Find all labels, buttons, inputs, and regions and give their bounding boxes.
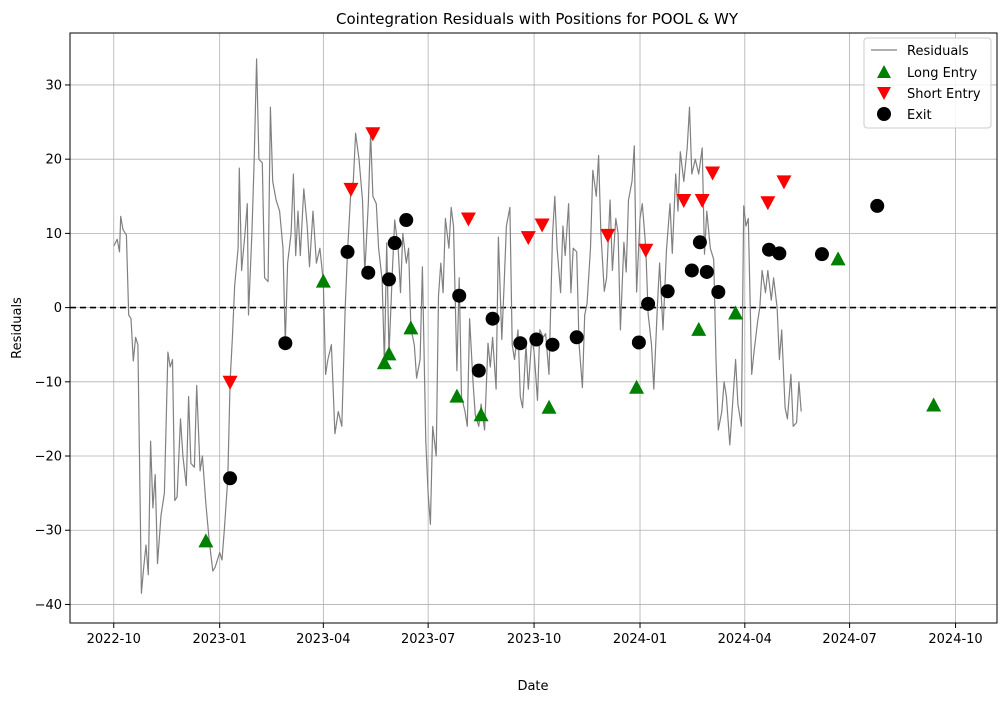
legend-short-entry-swatch xyxy=(877,87,891,100)
short-entry-marker xyxy=(520,231,536,246)
short-entry-marker xyxy=(705,166,721,181)
long-entry-marker xyxy=(449,388,465,403)
y-tick-label: −40 xyxy=(35,598,62,613)
long-entry-marker xyxy=(830,251,846,266)
exit-marker xyxy=(513,336,528,351)
exit-marker xyxy=(684,263,699,278)
plot-area xyxy=(70,58,997,594)
exit-marker xyxy=(631,335,646,350)
exit-marker xyxy=(699,264,714,279)
x-tick-label: 2023-04 xyxy=(296,632,350,647)
long-entry-marker xyxy=(691,321,707,336)
exit-marker xyxy=(870,198,885,213)
x-tick-label: 2024-01 xyxy=(613,632,667,647)
exit-marker xyxy=(452,288,467,303)
exit-marker xyxy=(278,336,293,351)
y-tick-label: 20 xyxy=(45,153,62,168)
long-entry-marker xyxy=(315,273,331,288)
y-tick-label: −30 xyxy=(35,524,62,539)
exit-marker xyxy=(711,285,726,300)
long-entry-marker xyxy=(403,320,419,335)
long-entry-marker xyxy=(629,379,645,394)
long-entry-marker xyxy=(541,399,557,414)
exit-marker xyxy=(641,296,656,311)
y-tick-label: 0 xyxy=(54,301,62,316)
short-entry-marker xyxy=(534,218,550,233)
legend-box xyxy=(863,37,992,129)
exit-marker xyxy=(223,471,238,486)
exit-marker xyxy=(692,235,707,250)
chart-title: Cointegration Residuals with Positions f… xyxy=(336,10,739,28)
long-entry-marker xyxy=(198,533,214,548)
y-tick-label: −10 xyxy=(35,375,62,390)
short-entry-marker xyxy=(222,375,238,390)
long-entry-marker xyxy=(473,407,489,422)
short-entry-marker xyxy=(760,196,776,211)
y-tick-label: 10 xyxy=(45,227,62,242)
y-axis-ticks: −40 −30 −20 −10 0 10 20 30 xyxy=(35,78,70,613)
x-tick-label: 2023-01 xyxy=(193,632,247,647)
exit-marker xyxy=(485,311,500,326)
exit-marker xyxy=(361,265,376,280)
exit-marker xyxy=(381,272,396,287)
x-tick-label: 2024-04 xyxy=(718,632,772,647)
legend-exit-swatch xyxy=(877,107,891,121)
x-axis-ticks: 2022-10 2023-01 2023-04 2023-07 2023-10 2024-… xyxy=(87,623,983,647)
x-tick-label: 2024-07 xyxy=(822,632,876,647)
exit-marker xyxy=(529,332,544,347)
short-entry-marker xyxy=(460,212,476,227)
exit-marker xyxy=(660,284,675,299)
long-entry-marker xyxy=(381,346,397,361)
legend-short-entry-label: Short Entry xyxy=(907,87,981,102)
exit-marker xyxy=(772,246,787,261)
short-entry-marker xyxy=(694,193,710,208)
axes-frame xyxy=(69,32,998,624)
exit-marker xyxy=(387,236,402,251)
y-axis-label: Residuals xyxy=(10,297,25,359)
legend: Residuals Long Entry Short Entry Exit xyxy=(863,37,992,129)
long-entry-marker xyxy=(926,397,942,412)
legend-long-entry-label: Long Entry xyxy=(907,66,977,81)
exit-marker xyxy=(814,247,829,262)
x-tick-label: 2022-10 xyxy=(87,632,141,647)
exit-marker xyxy=(399,213,414,228)
short-entry-marker xyxy=(776,175,792,190)
short-entry-marker xyxy=(638,243,654,258)
exit-marker xyxy=(545,337,560,352)
exit-marker xyxy=(569,330,584,345)
legend-long-entry-swatch xyxy=(877,65,891,78)
short-entry-marker xyxy=(600,228,616,243)
short-entry-marker xyxy=(343,182,359,197)
exit-marker xyxy=(340,244,355,259)
y-tick-label: 30 xyxy=(45,78,62,93)
x-tick-label: 2023-07 xyxy=(401,632,455,647)
y-tick-label: −20 xyxy=(35,450,62,465)
legend-exit-label: Exit xyxy=(907,108,932,123)
short-entry-marker xyxy=(676,193,692,208)
residuals-line xyxy=(113,58,802,594)
short-entry-marker xyxy=(365,127,381,142)
long-entry-marker xyxy=(376,355,392,370)
x-tick-label: 2024-10 xyxy=(928,632,982,647)
long-entry-marker xyxy=(728,305,744,320)
x-axis-label: Date xyxy=(517,679,548,694)
legend-residuals-label: Residuals xyxy=(907,44,969,59)
x-tick-label: 2023-10 xyxy=(507,632,561,647)
exit-marker xyxy=(471,363,486,378)
